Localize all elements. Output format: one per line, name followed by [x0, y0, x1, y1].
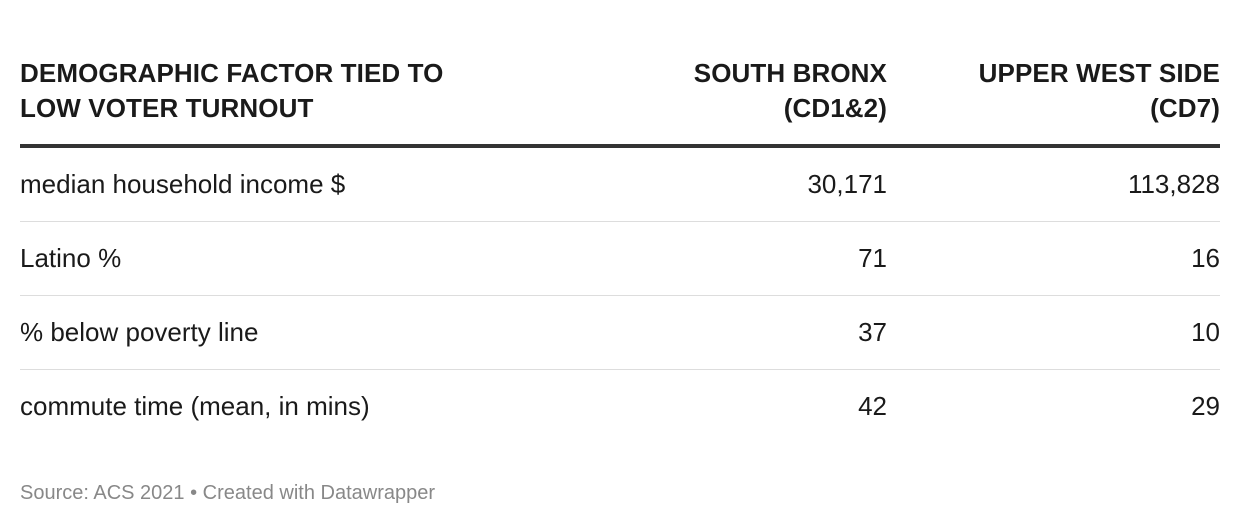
- source-note: Source: ACS 2021 • Created with Datawrap…: [20, 482, 435, 504]
- table-row: median household income $ 30,171 113,828: [20, 146, 1220, 222]
- cell-south-bronx: 42: [858, 391, 887, 421]
- cell-south-bronx: 30,171: [620, 146, 887, 222]
- column-header-south-bronx-line-2: (CD1&2): [783, 93, 887, 123]
- data-table: DEMOGRAPHIC FACTOR TIED TO LOW VOTER TUR…: [20, 56, 1220, 443]
- cell-upper-west-side: 16: [887, 221, 1220, 296]
- column-header-upper-west-side: UPPER WEST SIDE (CD7): [887, 56, 1220, 148]
- column-header-south-bronx: SOUTH BRONX (CD1&2): [620, 56, 887, 148]
- table-row: Latino % 71 16: [20, 221, 1220, 296]
- column-header-south-bronx-line-1: SOUTH BRONX: [693, 58, 887, 88]
- column-header-factor-line-1: DEMOGRAPHIC FACTOR TIED TO: [20, 58, 444, 88]
- cell-south-bronx: 71: [620, 221, 887, 296]
- column-header-factor-line-2: LOW VOTER TURNOUT: [20, 93, 314, 123]
- cell-upper-west-side: 29: [1191, 391, 1220, 421]
- cell-factor: median household income $: [20, 146, 620, 222]
- table-row: % below poverty line 37 10: [20, 295, 1220, 370]
- cell-factor: Latino %: [20, 221, 620, 296]
- column-header-upper-west-side-line-1: UPPER WEST SIDE: [978, 58, 1220, 88]
- column-header-upper-west-side-line-2: (CD7): [1150, 93, 1220, 123]
- table-header-row: DEMOGRAPHIC FACTOR TIED TO LOW VOTER TUR…: [20, 56, 1220, 148]
- cell-upper-west-side: 113,828: [887, 146, 1220, 222]
- cell-south-bronx: 37: [620, 295, 887, 370]
- cell-factor: % below poverty line: [20, 295, 620, 370]
- cell-factor: commute time (mean, in mins): [20, 391, 370, 421]
- cell-upper-west-side: 10: [887, 295, 1220, 370]
- table-row: commute time (mean, in mins) 42 29: [20, 370, 1220, 444]
- column-header-factor: DEMOGRAPHIC FACTOR TIED TO LOW VOTER TUR…: [20, 56, 620, 148]
